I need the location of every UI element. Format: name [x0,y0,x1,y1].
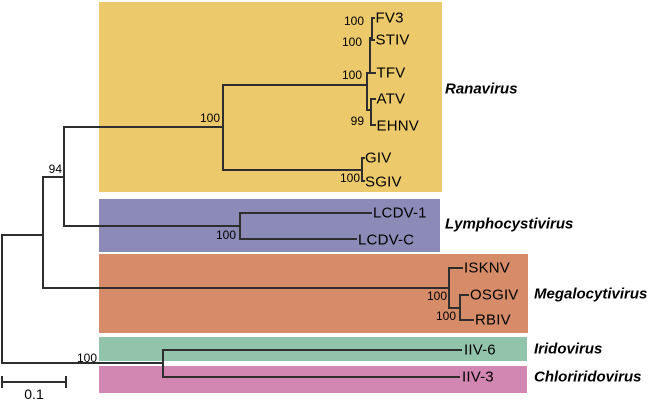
tree-branch-segment [239,211,372,214]
bootstrap-value: 100 [215,227,236,242]
tree-branch-segment [239,211,241,240]
tree-branch-segment [1,362,164,364]
tip-label-sgiv: SGIV [365,173,402,190]
tree-branch-segment [222,83,224,171]
tree-branch-segment [459,293,461,321]
tip-label-fv3: FV3 [375,9,404,26]
tree-branch-segment [42,175,65,178]
tree-branch-segment [459,318,474,321]
tree-branch-segment [361,180,365,182]
tree-branch-segment [63,225,241,227]
tree-branch-segment [448,307,461,309]
tree-branch-segment [371,16,374,41]
bootstrap-value: 100 [343,14,364,28]
tree-branch-segment [63,126,65,227]
tree-branch-segment [448,266,450,309]
genus-label-ranavirus: Ranavirus [445,80,518,98]
tree-branch-segment [371,16,376,19]
bootstrap-value: 100 [341,68,362,82]
genus-label-chloriridovirus: Chloriridovirus [534,368,642,385]
scale-bar-line [1,381,67,383]
tree-branch-segment [162,349,164,378]
tip-label-atv: ATV [376,90,406,107]
tree-branch-segment [361,157,363,182]
bootstrap-value: 100 [339,170,360,185]
tree-branch-segment [222,83,368,86]
tree-branch-segment [459,293,469,296]
genus-label-iridovirus: Iridovirus [534,340,603,357]
tree-branch-segment [365,109,372,111]
genus-label-megalocytivirus: Megalocytivirus [534,285,648,302]
bootstrap-value: 94 [48,161,62,176]
bootstrap-value: 100 [426,289,447,303]
tree-branch-segment [42,286,450,289]
bootstrap-value: 100 [199,111,220,125]
scale-bar-label: 0.1 [24,386,44,402]
tree-branch-segment [365,72,368,111]
scale-bar-right-tick [65,376,67,388]
tip-label-lcdv-c: LCDV-C [358,231,415,249]
bootstrap-value: 100 [76,350,97,365]
bootstrap-value: 99 [350,113,364,128]
tree-branch-segment [361,157,365,159]
tree-branch-segment [369,37,374,39]
tip-label-isknv: ISKNV [464,259,511,277]
genus-label-lymphocystivirus: Lymphocystivirus [445,215,574,232]
tip-label-tfv: TFV [376,64,406,82]
tree-branch-segment [370,124,376,126]
genus-box-chloriridovirus [99,366,527,393]
tip-label-osgiv: OSGIV [470,286,519,304]
tree-branch-segment [162,376,460,378]
tree-branch-segment [1,233,44,236]
tip-label-iiv-6: IIV-6 [464,341,496,358]
tree-branch-segment [371,38,376,41]
tip-label-stiv: STIV [375,31,410,49]
bootstrap-value: 100 [435,309,456,323]
scale-bar-left-tick [1,376,3,388]
tree-branch-segment [162,349,462,351]
genus-box-ranavirus [99,2,442,192]
tree-branch-segment [370,97,372,126]
tree-branch-segment [448,266,463,269]
tip-label-giv: GIV [365,149,392,167]
tree-branch-segment [63,126,224,128]
tree-branch-segment [369,37,371,74]
tip-label-ehnv: EHNV [376,117,419,134]
tree-branch-segment [239,237,357,240]
tip-label-iiv-3: IIV-3 [462,368,494,385]
tip-label-lcdv-1: LCDV-1 [373,204,427,221]
tree-branch-segment [1,233,3,364]
tree-branch-segment [370,97,376,100]
tree-branch-segment [222,169,363,171]
tree-branch-segment [42,175,44,289]
bootstrap-value: 100 [341,34,362,49]
tip-label-rbiv: RBIV [475,311,511,328]
